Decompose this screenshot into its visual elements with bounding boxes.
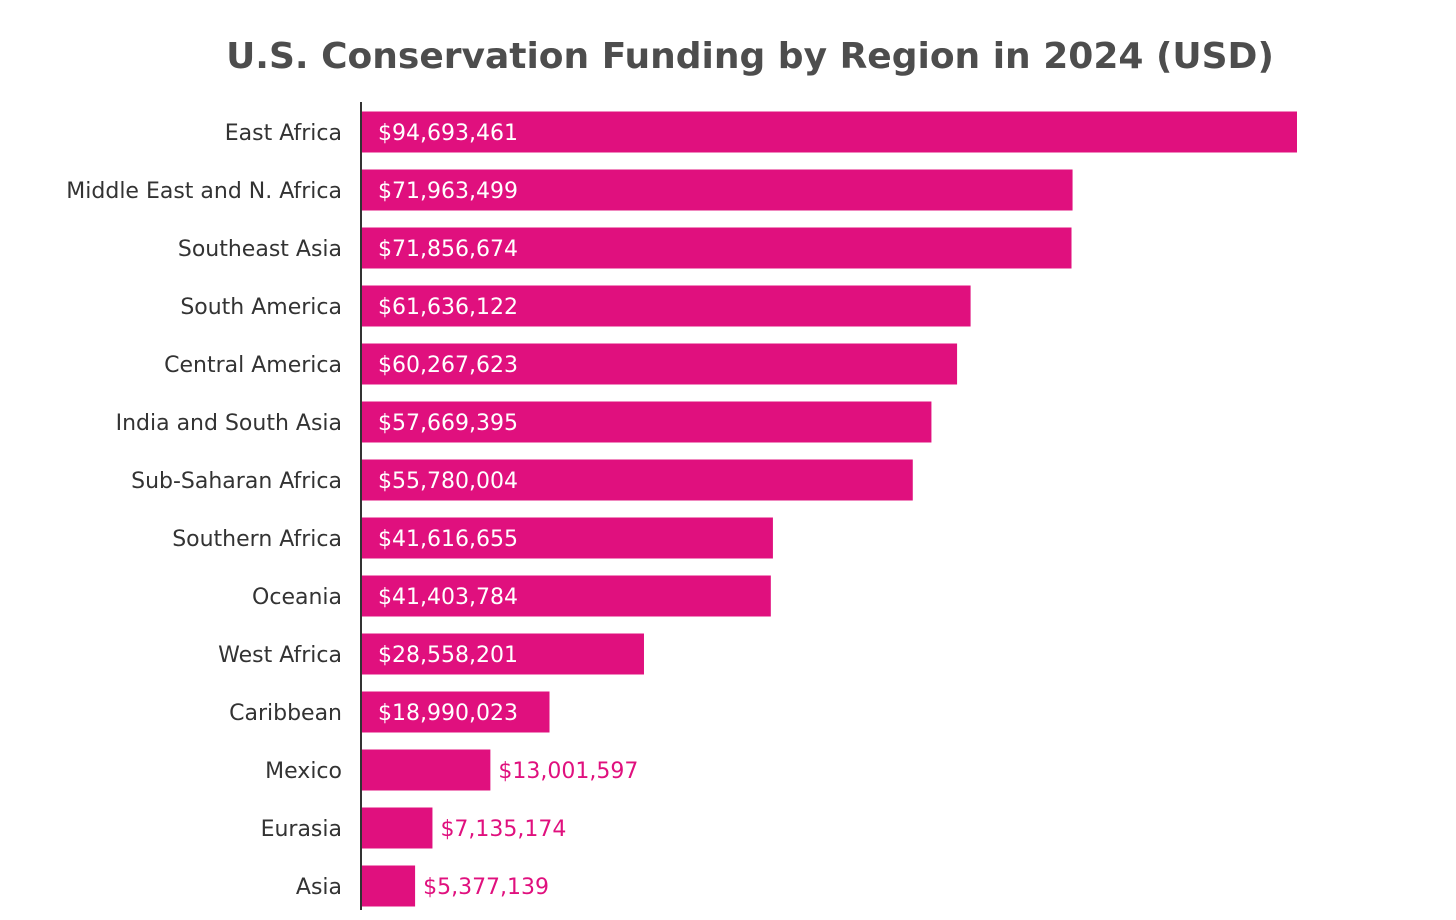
value-label: $5,377,139 — [423, 875, 549, 900]
category-label: Middle East and N. Africa — [66, 179, 342, 204]
value-label: $71,856,674 — [378, 237, 518, 262]
bar — [362, 749, 491, 791]
bar — [362, 633, 644, 675]
category-label: Oceania — [252, 585, 342, 610]
bar — [362, 285, 971, 327]
bar — [362, 517, 773, 559]
bar — [362, 575, 771, 617]
value-label: $7,135,174 — [440, 817, 566, 842]
category-label: Central America — [164, 353, 342, 378]
category-label: East Africa — [225, 121, 342, 146]
category-label: South America — [180, 295, 342, 320]
bar — [362, 401, 932, 443]
value-label: $57,669,395 — [378, 411, 518, 436]
category-label: Caribbean — [229, 701, 342, 726]
bars-layer: East Africa $94,693,461 Middle East and N.… — [66, 111, 1297, 907]
value-label: $61,636,122 — [378, 295, 518, 320]
value-label: $60,267,623 — [378, 353, 518, 378]
value-label: $41,403,784 — [378, 585, 518, 610]
category-label: Mexico — [265, 759, 342, 784]
category-label: Asia — [296, 875, 342, 900]
bar — [362, 111, 1297, 153]
value-label: $94,693,461 — [378, 121, 518, 146]
bar — [362, 807, 433, 849]
chart-title: U.S. Conservation Funding by Region in 2… — [226, 36, 1274, 77]
bar — [362, 227, 1072, 269]
value-label: $13,001,597 — [498, 759, 638, 784]
bar — [362, 169, 1073, 211]
value-label: $18,990,023 — [378, 701, 518, 726]
category-label: Eurasia — [261, 817, 342, 842]
category-label: Southern Africa — [172, 527, 342, 552]
category-label: Sub-Saharan Africa — [131, 469, 342, 494]
bar — [362, 459, 913, 501]
category-label: India and South Asia — [116, 411, 342, 436]
value-label: $55,780,004 — [378, 469, 518, 494]
category-label: West Africa — [218, 643, 342, 668]
value-label: $41,616,655 — [378, 527, 518, 552]
bar — [362, 865, 416, 907]
category-label: Southeast Asia — [178, 237, 342, 262]
bar — [362, 343, 958, 385]
value-label: $71,963,499 — [378, 179, 518, 204]
value-label: $28,558,201 — [378, 643, 518, 668]
bar — [362, 691, 550, 733]
